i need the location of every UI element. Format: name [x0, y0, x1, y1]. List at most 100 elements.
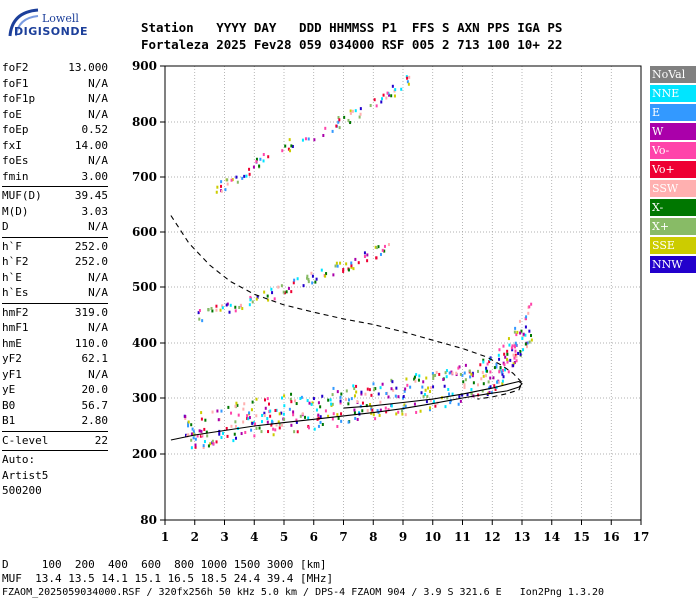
param-row: yF1 N/A: [2, 367, 108, 383]
data-point: [336, 424, 339, 428]
data-point: [255, 160, 258, 164]
data-point: [317, 424, 320, 428]
data-point: [271, 420, 274, 424]
data-point: [405, 75, 408, 79]
data-point: [194, 443, 197, 447]
param-row: foF1p N/A: [2, 91, 108, 107]
data-point: [317, 413, 320, 417]
param-key: foF1: [2, 76, 29, 90]
data-point: [458, 395, 461, 399]
autoscaler-version: 500200: [2, 484, 42, 497]
x-tick-label: 11: [454, 530, 471, 544]
param-row: fmin 3.00: [2, 169, 108, 185]
data-point: [517, 351, 520, 355]
data-point: [496, 380, 499, 384]
param-row: yF2 62.1: [2, 351, 108, 367]
data-point: [335, 261, 338, 265]
data-marks: [183, 75, 533, 450]
x-tick-label: 17: [633, 530, 650, 544]
data-point: [377, 392, 380, 396]
data-point: [262, 153, 265, 157]
data-point: [215, 440, 218, 444]
data-point: [264, 406, 267, 410]
data-point: [390, 378, 393, 382]
data-point: [353, 408, 356, 412]
data-point: [413, 377, 416, 381]
data-point: [364, 392, 367, 396]
data-point: [330, 402, 333, 406]
data-point: [266, 417, 269, 421]
param-key: hmE: [2, 336, 22, 350]
data-point: [324, 274, 327, 278]
data-point: [293, 430, 296, 434]
data-point: [350, 261, 353, 265]
data-point: [349, 109, 352, 113]
param-row: B0 56.7: [2, 398, 108, 414]
data-point: [397, 395, 400, 399]
data-point: [290, 400, 293, 404]
data-point: [331, 393, 334, 397]
param-value: 110.0: [74, 336, 108, 350]
data-point: [221, 306, 224, 310]
data-point: [375, 104, 378, 108]
data-point: [451, 371, 454, 375]
data-point: [203, 427, 206, 431]
data-point: [211, 439, 214, 443]
data-point: [514, 349, 517, 353]
data-point: [428, 406, 431, 410]
data-point: [372, 413, 375, 417]
param-row: hmF2 319.0: [2, 305, 108, 321]
param-value: N/A: [88, 270, 108, 284]
data-point: [381, 97, 384, 101]
param-row: fxI 14.00: [2, 138, 108, 154]
data-point: [425, 376, 428, 380]
data-point: [300, 395, 303, 399]
data-point: [468, 369, 471, 373]
data-point: [227, 405, 230, 409]
data-point: [234, 309, 237, 313]
data-point: [385, 410, 388, 414]
data-point: [332, 386, 335, 390]
data-point: [289, 149, 292, 153]
data-point: [525, 345, 528, 349]
data-point: [432, 385, 435, 389]
data-point: [290, 392, 293, 396]
data-point: [207, 308, 210, 312]
x-tick-label: 5: [280, 530, 288, 544]
data-point: [371, 408, 374, 412]
data-point: [235, 175, 238, 179]
data-point: [455, 371, 458, 375]
data-point: [356, 418, 359, 422]
data-point: [361, 401, 364, 405]
data-point: [306, 276, 309, 280]
param-row: hmE 110.0: [2, 336, 108, 352]
data-point: [248, 172, 251, 176]
data-point: [480, 377, 483, 381]
data-point: [383, 244, 386, 248]
data-point: [220, 180, 223, 184]
data-point: [242, 420, 245, 424]
data-point: [524, 325, 527, 329]
x-tick-label: 12: [484, 530, 501, 544]
param-key: B0: [2, 398, 16, 412]
data-point: [339, 395, 342, 399]
data-point: [524, 333, 527, 337]
data-point: [278, 412, 281, 416]
data-point: [519, 349, 522, 353]
data-point: [272, 433, 275, 437]
data-point: [200, 429, 203, 433]
param-key: foF1p: [2, 92, 36, 105]
legend-item: X-: [650, 199, 696, 216]
data-point: [522, 332, 525, 336]
legend-item: Vo+: [650, 161, 696, 178]
data-point: [321, 422, 324, 426]
param-value: N/A: [88, 154, 108, 167]
data-point: [236, 180, 239, 184]
data-point: [332, 273, 335, 277]
data-point: [514, 345, 517, 349]
param-key: foEp: [2, 123, 29, 136]
data-point: [344, 397, 347, 401]
data-point: [218, 432, 221, 436]
data-point: [250, 408, 253, 412]
data-point: [292, 281, 295, 285]
